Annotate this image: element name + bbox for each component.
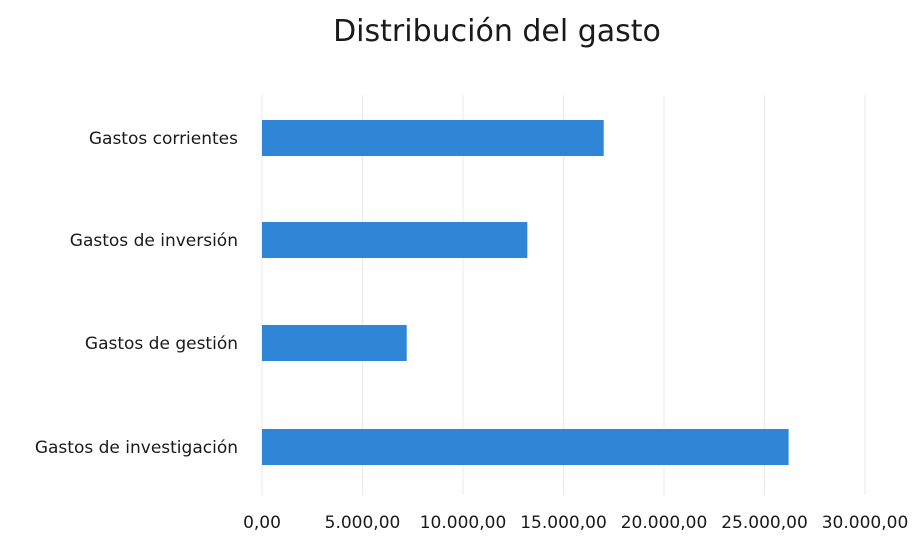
- category-label: Gastos de investigación: [35, 438, 238, 458]
- x-tick-label: 30.000,00: [822, 513, 909, 533]
- category-label: Gastos corrientes: [89, 129, 238, 149]
- bar-1: [262, 222, 528, 258]
- bar-3: [262, 429, 789, 465]
- x-tick-label: 25.000,00: [721, 513, 808, 533]
- x-tick-label: 5.000,00: [325, 513, 401, 533]
- chart-title: Distribución del gasto: [333, 14, 661, 49]
- x-tick-label: 10.000,00: [420, 513, 507, 533]
- x-tick-label: 20.000,00: [621, 513, 708, 533]
- x-tick-label: 15.000,00: [520, 513, 607, 533]
- bar-0: [262, 120, 604, 156]
- gridlines: [261, 95, 866, 495]
- category-label: Gastos de gestión: [85, 334, 238, 354]
- bars: [262, 120, 789, 465]
- category-label: Gastos de inversión: [70, 231, 238, 251]
- bar-2: [262, 325, 407, 361]
- x-axis-tick-labels: 0,00 5.000,00 10.000,00 15.000,00 20.000,00 2…: [243, 513, 908, 533]
- category-labels: Gastos corrientes Gastos de inversión Gast…: [35, 129, 238, 458]
- x-tick-label: 0,00: [243, 513, 281, 533]
